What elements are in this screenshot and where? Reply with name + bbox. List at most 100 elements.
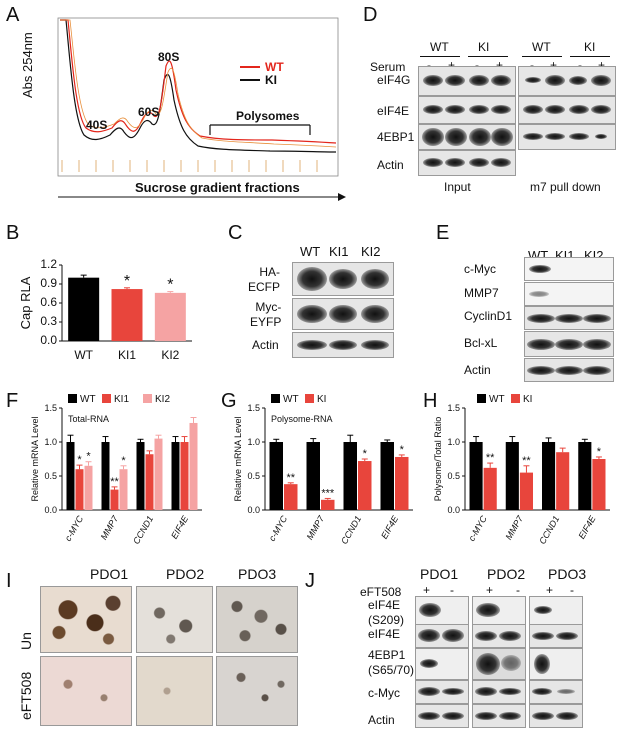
legend-swatch (68, 394, 77, 403)
d-sign: + (598, 58, 606, 72)
legend-swatch (102, 394, 111, 403)
fraction-ticks (61, 160, 318, 172)
category-label: CCND1 (537, 514, 561, 546)
e-row-cyclind1: CyclinD1 (464, 309, 513, 323)
c-blot-myc-eyfp (292, 298, 394, 330)
category-label: c-MYC (466, 514, 489, 543)
d-sign: - (427, 58, 431, 72)
j-blot-pdo2-4ebp1 (472, 648, 526, 680)
y-axis-label: Relative mRNA Level (233, 416, 243, 501)
significance-marker: * (124, 273, 130, 290)
bar (101, 442, 110, 510)
bar (75, 469, 84, 510)
d-blot-input-eif4e (418, 96, 516, 124)
j-row-4ebp1: 4EBP1 (S65/70) (368, 648, 415, 677)
d-group-wt-pull: WT (532, 40, 551, 54)
significance-marker: ** (486, 452, 495, 464)
category-label: MMP7 (99, 513, 121, 541)
j-blot-pdo3-4ebp1 (529, 648, 583, 680)
panel-label-a: A (6, 4, 20, 26)
bar (269, 442, 283, 510)
polysomes-label: Polysomes (236, 109, 300, 123)
y-axis-label: Relative mRNA Level (30, 416, 40, 501)
d-group-ki-pull: KI (584, 40, 596, 54)
significance-marker: * (86, 451, 91, 463)
y-tick-label: 0.0 (447, 505, 460, 515)
bar (578, 442, 592, 510)
significance-marker: ** (522, 455, 531, 467)
category-label: CCND1 (339, 514, 363, 546)
photo-pdo1-eft508 (40, 656, 132, 726)
e-blot-cmyc (524, 257, 614, 281)
bar (154, 438, 163, 510)
orange-trace (60, 19, 337, 148)
c-lane-wt: WT (300, 244, 321, 259)
e-row-actin: Actin (464, 363, 491, 377)
significance-marker: ** (286, 472, 295, 484)
d-blot-pull-eif4g (518, 66, 616, 96)
y-tick-label: 0.0 (40, 333, 57, 347)
y-tick-label: 1.5 (247, 403, 260, 413)
y-tick-label: 0.5 (247, 471, 260, 481)
significance-marker: ** (110, 476, 119, 488)
category-label: MMP7 (503, 513, 525, 541)
i-col-pdo1: PDO1 (90, 566, 129, 582)
panel-label-d: D (363, 4, 378, 26)
bar (180, 442, 189, 510)
j-blot-pdo2-cmyc (472, 680, 526, 704)
j-blot-pdo2-peif4e (472, 596, 526, 626)
category-label: c-MYC (267, 514, 290, 543)
panel-label-b: B (6, 222, 20, 244)
y-axis-label: Cap RLA (18, 276, 33, 329)
chart-polysome-total-ratio: 0.0 0.5 1.0 1.5 Polysome/Total Ratio ** c-MYC *… (433, 394, 610, 546)
bar (111, 289, 143, 341)
j-sign: + (486, 583, 494, 597)
j-row-actin: Actin (368, 713, 395, 727)
e-row-mmp7: MMP7 (464, 286, 499, 300)
d-sign: + (550, 58, 558, 72)
d-sign: + (448, 58, 456, 72)
photo-pdo1-untreated (40, 586, 132, 653)
j-blot-pdo1-actin (415, 704, 469, 728)
d-sign: - (530, 58, 534, 72)
peak-label-80s: 80S (158, 50, 180, 64)
profile-xlabel: Sucrose gradient fractions (135, 180, 300, 195)
d-blot-input-4ebp1 (418, 124, 516, 150)
j-row-eif4e: eIF4E (368, 627, 401, 641)
y-tick-label: 1.5 (44, 403, 57, 413)
j-blot-pdo3-peif4e (529, 596, 583, 626)
legend-label: WT (283, 394, 299, 405)
peak-label-60s: 60S (138, 105, 160, 119)
panel-label-h: H (423, 390, 438, 412)
j-blot-pdo1-eif4e (415, 624, 469, 648)
significance-marker: * (363, 448, 368, 460)
profile-frame (57, 17, 339, 177)
legend-label: KI2 (155, 394, 170, 405)
j-sign: + (423, 583, 431, 597)
d-row-eif4g: eIF4G (377, 73, 411, 87)
bar (556, 452, 570, 510)
d-sign: - (578, 58, 582, 72)
j-sign: - (516, 583, 520, 597)
y-tick-label: 1.2 (40, 257, 57, 271)
c-blot-actin (292, 332, 394, 358)
photo-pdo2-eft508 (136, 656, 213, 726)
significance-marker: * (77, 454, 82, 466)
legend-label: KI (523, 394, 532, 405)
e-blot-cyclind1 (524, 306, 614, 330)
j-blot-pdo3-actin (529, 704, 583, 728)
j-treatment-label: eFT508 (360, 585, 402, 599)
bar (519, 472, 533, 510)
j-blot-pdo2-eif4e (472, 624, 526, 648)
e-blot-actin (524, 358, 614, 382)
j-col-pdo3: PDO3 (548, 566, 587, 582)
d-row-4ebp1: 4EBP1 (377, 130, 415, 144)
panel-label-f: F (6, 390, 19, 412)
bar (395, 456, 409, 510)
j-col-pdo2: PDO2 (487, 566, 526, 582)
bar (84, 465, 93, 510)
i-row-eft508: eFT508 (18, 671, 34, 720)
polysome-profile (57, 17, 346, 201)
panel-label-i: I (6, 570, 12, 592)
